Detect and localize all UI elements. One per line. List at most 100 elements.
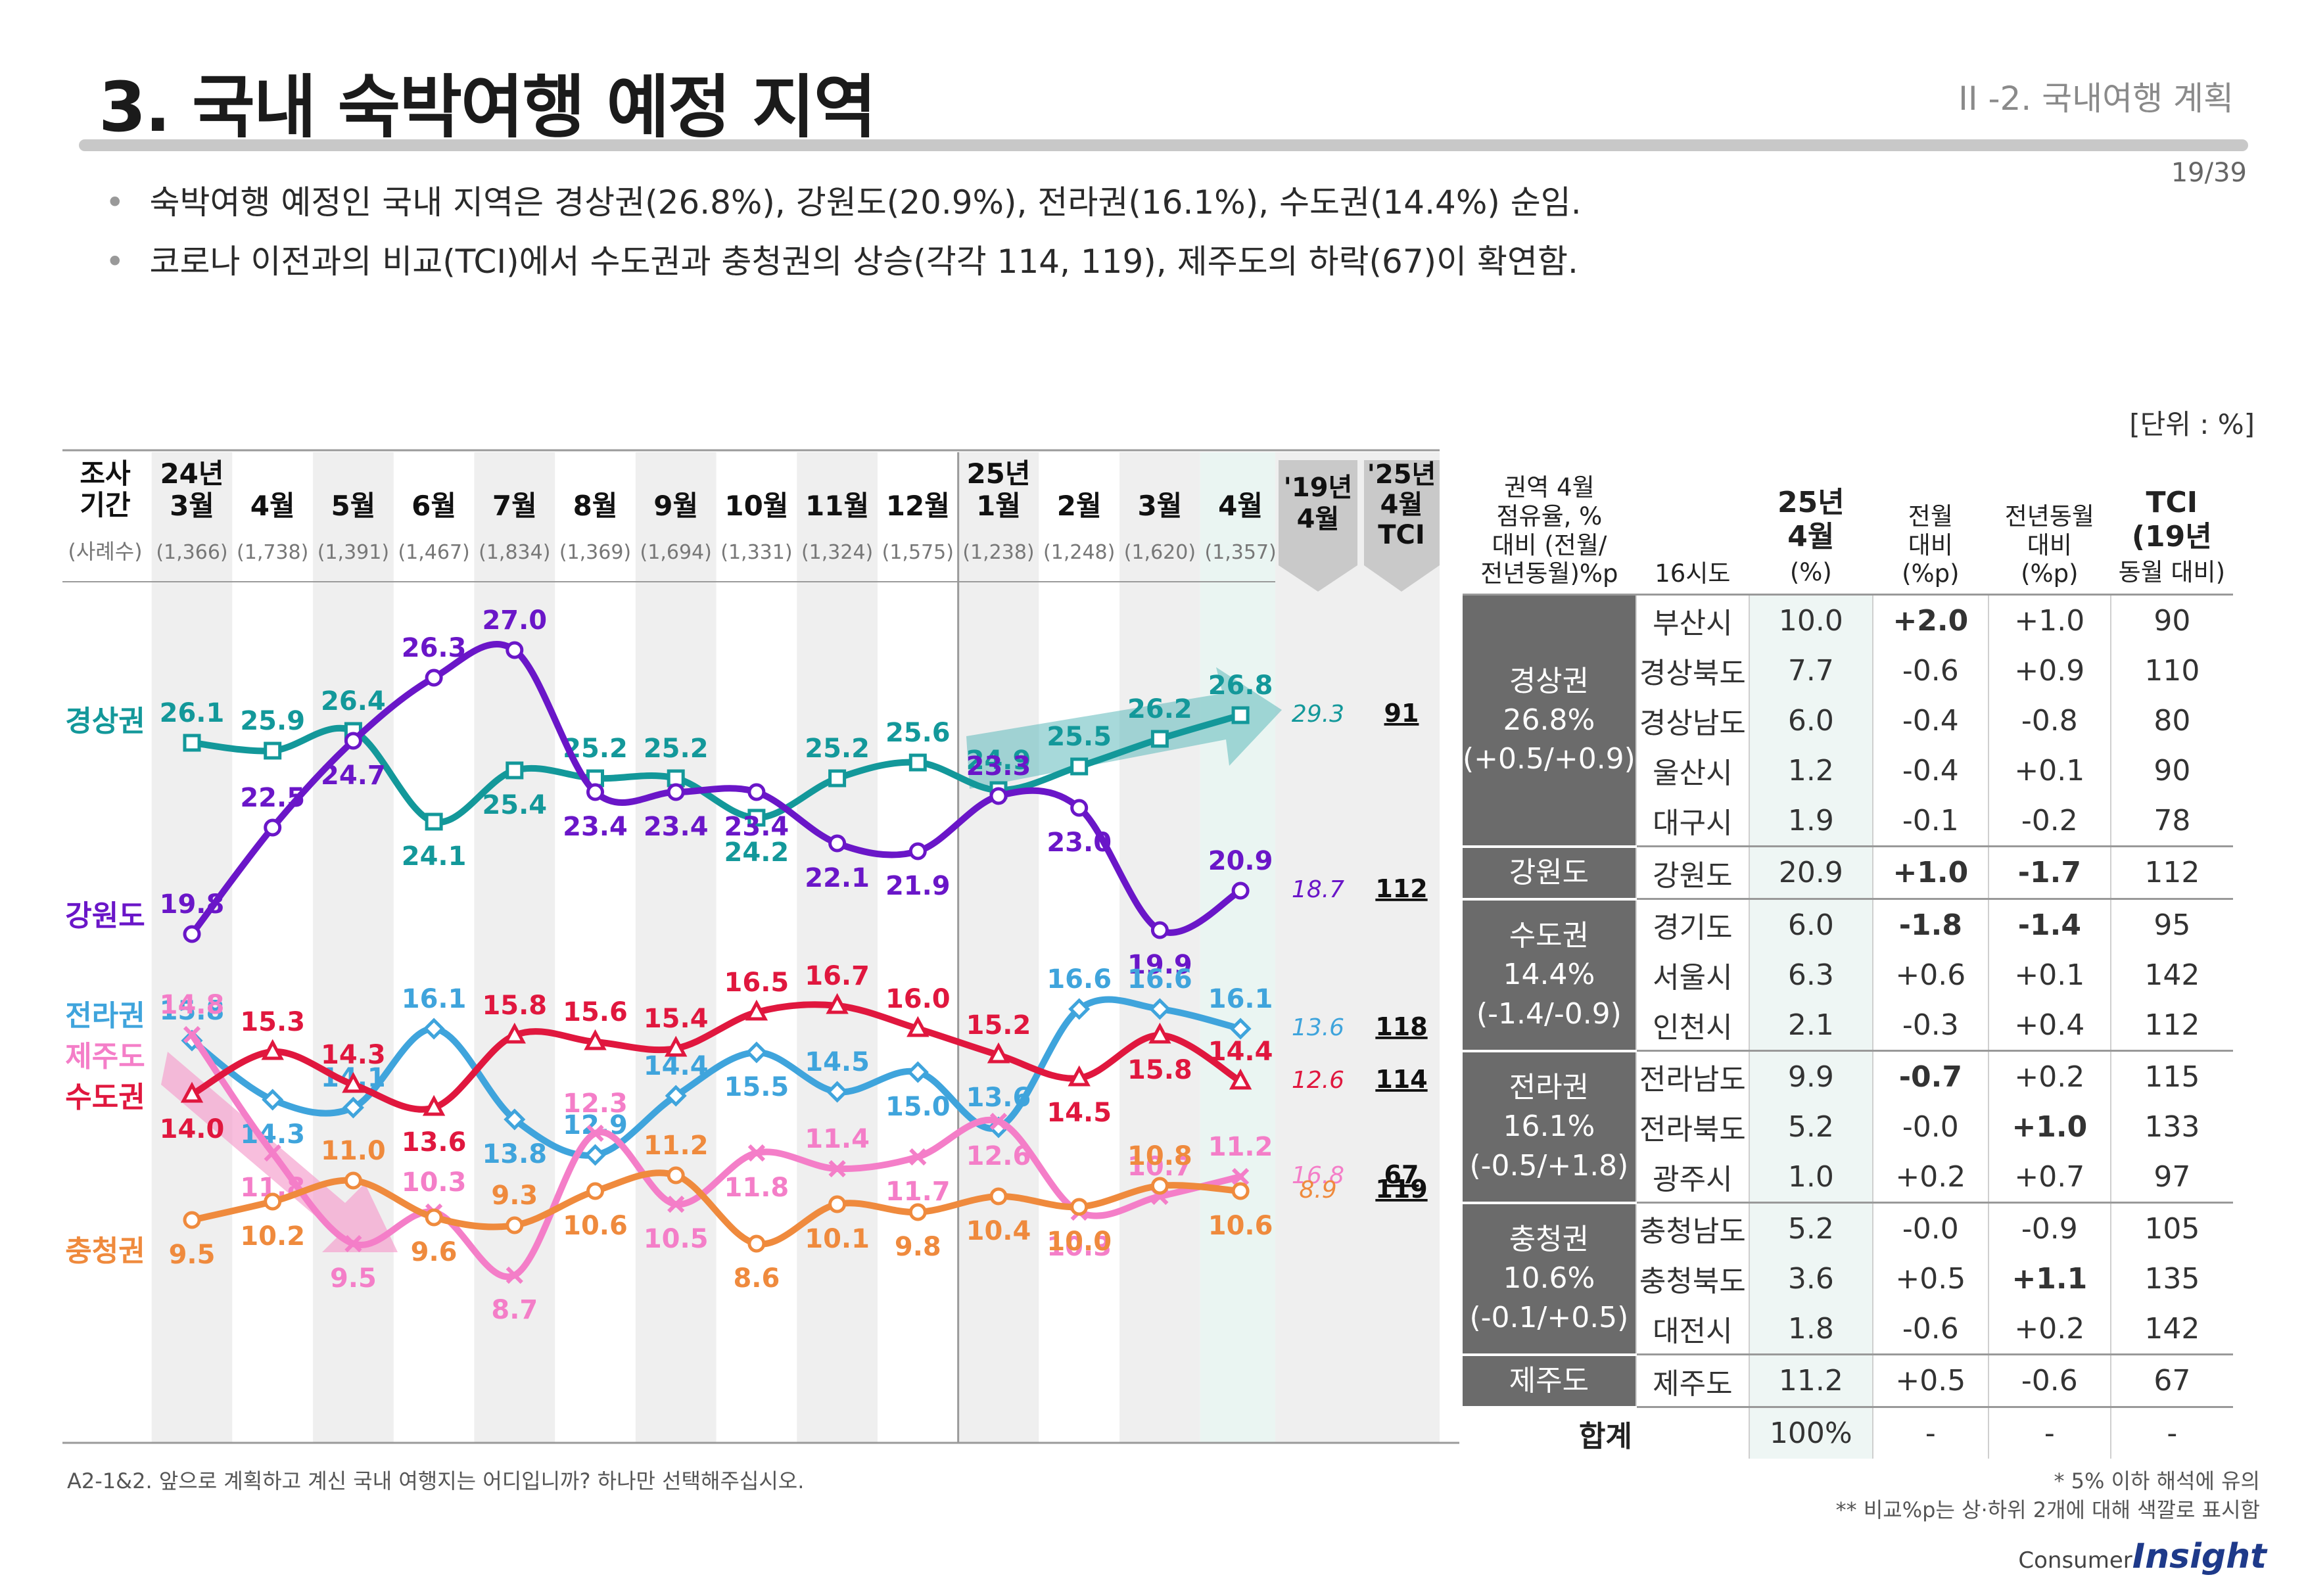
header-sido: 16시도 <box>1635 450 1749 596</box>
yoy-cell: +0.1 <box>1987 745 2111 795</box>
data-point <box>1150 1177 1169 1195</box>
mom-cell: -0.3 <box>1871 1000 1988 1051</box>
data-point <box>344 732 362 750</box>
data-label: 16.6 <box>1127 964 1192 995</box>
tci-cell: 67 <box>2109 1353 2233 1407</box>
period-year-label: 25년 <box>966 458 1030 490</box>
tci-value: 91 <box>1384 699 1419 728</box>
header-mom-line: (%p) <box>1902 559 1960 588</box>
sido-cell: 대전시 <box>1635 1303 1749 1355</box>
bullet-dot-icon: • <box>105 243 125 281</box>
sample-size-label: (1,391) <box>318 541 389 564</box>
data-point <box>908 1203 927 1221</box>
table-row: 충청북도 3.6 +0.5 +1.1 135 <box>1463 1254 2233 1303</box>
bullet-1: • 숙박여행 예정인 국내 지역은 경상권(26.8%), 강원도(20.9%),… <box>105 176 1582 223</box>
data-point <box>1150 921 1169 939</box>
data-label: 25.4 <box>482 790 547 820</box>
column-band <box>635 452 717 1443</box>
data-point <box>745 1041 768 1064</box>
tci-cell: 78 <box>2109 795 2233 847</box>
header-yoy-line: 전년동월 <box>2004 502 2094 531</box>
header-region-line: 점유율, % <box>1496 502 1603 531</box>
data-label: 19.9 <box>1127 950 1192 980</box>
yoy-cell: -0.6 <box>1987 1353 2111 1407</box>
data-label: 9.3 <box>491 1181 538 1211</box>
table-row: 광주시 1.0 +0.2 +0.7 97 <box>1463 1152 2233 1203</box>
sample-size-label: (1,238) <box>962 541 1034 564</box>
data-point <box>1148 998 1171 1020</box>
table-row: 대구시 1.9 -0.1 -0.2 78 <box>1463 795 2233 847</box>
mom-cell: +0.5 <box>1871 1353 1988 1407</box>
mom-cell: +1.0 <box>1871 845 1988 899</box>
tci-cell: 142 <box>2109 950 2233 1000</box>
header-tci-line: TCI <box>2146 486 2198 520</box>
tci-header-label: '25년 <box>1367 459 1436 490</box>
data-point <box>423 1018 445 1040</box>
sample-size-label: (1,357) <box>1204 541 1276 564</box>
header-region-line: 대비 (전월/ <box>1492 530 1607 559</box>
data-point <box>828 769 847 787</box>
mom-cell: -0.6 <box>1871 1303 1988 1355</box>
data-label: 11.2 <box>1208 1132 1273 1162</box>
sido-cell: 서울시 <box>1635 950 1749 1000</box>
data-point <box>909 1148 927 1166</box>
data-point <box>1068 998 1091 1020</box>
sido-cell: 충청남도 <box>1635 1202 1749 1254</box>
data-point <box>183 925 201 943</box>
data-point <box>747 1144 766 1162</box>
data-point <box>425 669 443 687</box>
data-label: 26.4 <box>321 686 386 716</box>
y19-value: 12.6 <box>1292 1067 1344 1094</box>
y19-header-arrow <box>1279 460 1357 592</box>
sample-size-label: (1,366) <box>156 541 227 564</box>
region-group-cell: 충청권 10.6% (-0.1/+0.5) <box>1463 1202 1636 1356</box>
sample-size-label: (1,738) <box>237 541 308 564</box>
yoy-cell: +1.0 <box>1987 1102 2111 1152</box>
data-point <box>1070 799 1089 817</box>
bullet-2: • 코로나 이전과의 비교(TCI)에서 수도권과 충청권의 상승(각각 114,… <box>105 235 1578 283</box>
header-region-line: 권역 4월 <box>1504 473 1595 502</box>
footnote-small-sample: * 5% 이하 해석에 유의 <box>2054 1468 2260 1493</box>
data-label: 14.5 <box>1047 1098 1112 1128</box>
header-tci: TCI (19년 동월 대비) <box>2110 450 2233 596</box>
tci-value: 67 <box>1384 1160 1419 1189</box>
column-band <box>474 452 555 1443</box>
sido-cell: 강원도 <box>1635 845 1749 899</box>
data-label: 10.1 <box>805 1224 870 1254</box>
pink-trend-arrow <box>161 1052 398 1252</box>
footnote-color-rule: ** 비교%p는 상·하위 2개에 대해 색깔로 표시함 <box>1835 1497 2260 1522</box>
data-label: 26.3 <box>402 633 467 663</box>
data-label: 21.9 <box>885 871 951 901</box>
series-legend-수도권: 수도권 <box>65 1081 145 1114</box>
data-label: 24.1 <box>402 841 467 872</box>
table-row: 인천시 2.1 -0.3 +0.4 112 <box>1463 1000 2233 1051</box>
region-group-label: 강원도 <box>1509 855 1589 889</box>
data-point <box>1150 730 1169 748</box>
logo-text-consumer: Consumer <box>2018 1547 2132 1574</box>
sample-size-label: (1,369) <box>559 541 631 564</box>
tci-header-label: 4월 <box>1380 490 1423 520</box>
column-band <box>958 452 1039 1443</box>
data-label: 10.4 <box>966 1216 1031 1246</box>
sido-cell: 전라북도 <box>1635 1102 1749 1152</box>
data-label: 24.2 <box>724 837 789 868</box>
data-point <box>1229 1068 1252 1090</box>
data-label: 25.5 <box>1047 722 1112 752</box>
series-legend-강원도: 강원도 <box>65 899 145 933</box>
table-row: 대전시 1.8 -0.6 +0.2 142 <box>1463 1303 2233 1355</box>
data-label: 10.7 <box>1127 1152 1192 1182</box>
data-label: 23.4 <box>644 812 709 842</box>
mom-cell: +2.0 <box>1871 594 1988 645</box>
table-row: 충청권 10.6% (-0.1/+0.5) 충청남도 5.2 -0.0 -0.9 105 <box>1463 1202 2233 1356</box>
data-point <box>503 1022 526 1044</box>
header-share-line: 4월 <box>1787 520 1835 554</box>
header-sido-line: 16시도 <box>1655 559 1731 588</box>
bullet-1-text: 숙박여행 예정인 국내 지역은 경상권(26.8%), 강원도(20.9%), … <box>149 183 1582 222</box>
bullet-dot-icon: • <box>105 183 125 222</box>
data-label: 11.0 <box>321 1136 386 1166</box>
period-month-label: 3월 <box>1137 490 1182 522</box>
yoy-cell: +0.4 <box>1987 1000 2111 1051</box>
tci-cell: 112 <box>2109 845 2233 899</box>
yoy-cell: -0.9 <box>1987 1202 2111 1254</box>
period-month-label: 10월 <box>724 490 788 522</box>
